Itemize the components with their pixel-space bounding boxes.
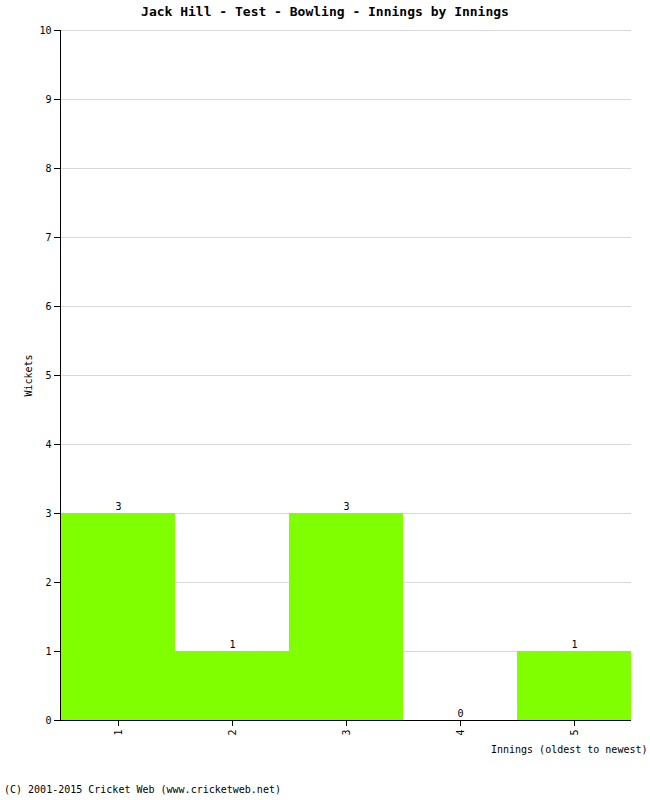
- svg-text:5: 5: [45, 370, 51, 381]
- svg-text:8: 8: [45, 163, 51, 174]
- svg-text:3: 3: [343, 501, 349, 512]
- svg-text:2: 2: [227, 730, 238, 736]
- svg-text:7: 7: [45, 232, 51, 243]
- svg-text:10: 10: [39, 25, 51, 36]
- html-text:(C) 2001-2015 Cricket Web (www: (C) 2001-2015 Cricket Web (www.cricketwe…: [4, 784, 281, 795]
- svg-text:9: 9: [45, 94, 51, 105]
- svg-text:0: 0: [45, 715, 51, 726]
- svg-text:3: 3: [341, 730, 352, 736]
- svg-text:1: 1: [229, 639, 235, 650]
- html-text:Jack Hill - Test - Bowling - I: Jack Hill - Test - Bowling - Innings by …: [141, 4, 509, 19]
- svg-text:Wickets: Wickets: [23, 354, 34, 396]
- svg-text:6: 6: [45, 301, 51, 312]
- svg-text:3: 3: [115, 501, 121, 512]
- svg-text:Innings (oldest to newest): Innings (oldest to newest): [491, 744, 648, 755]
- svg-text:1: 1: [571, 639, 577, 650]
- svg-text:1: 1: [45, 646, 51, 657]
- svg-text:3: 3: [45, 508, 51, 519]
- svg-text:1: 1: [113, 730, 124, 736]
- svg-text:4: 4: [455, 730, 466, 736]
- svg-text:2: 2: [45, 577, 51, 588]
- svg-text:4: 4: [45, 439, 51, 450]
- svg-text:5: 5: [569, 730, 580, 736]
- svg-text:0: 0: [457, 708, 463, 719]
